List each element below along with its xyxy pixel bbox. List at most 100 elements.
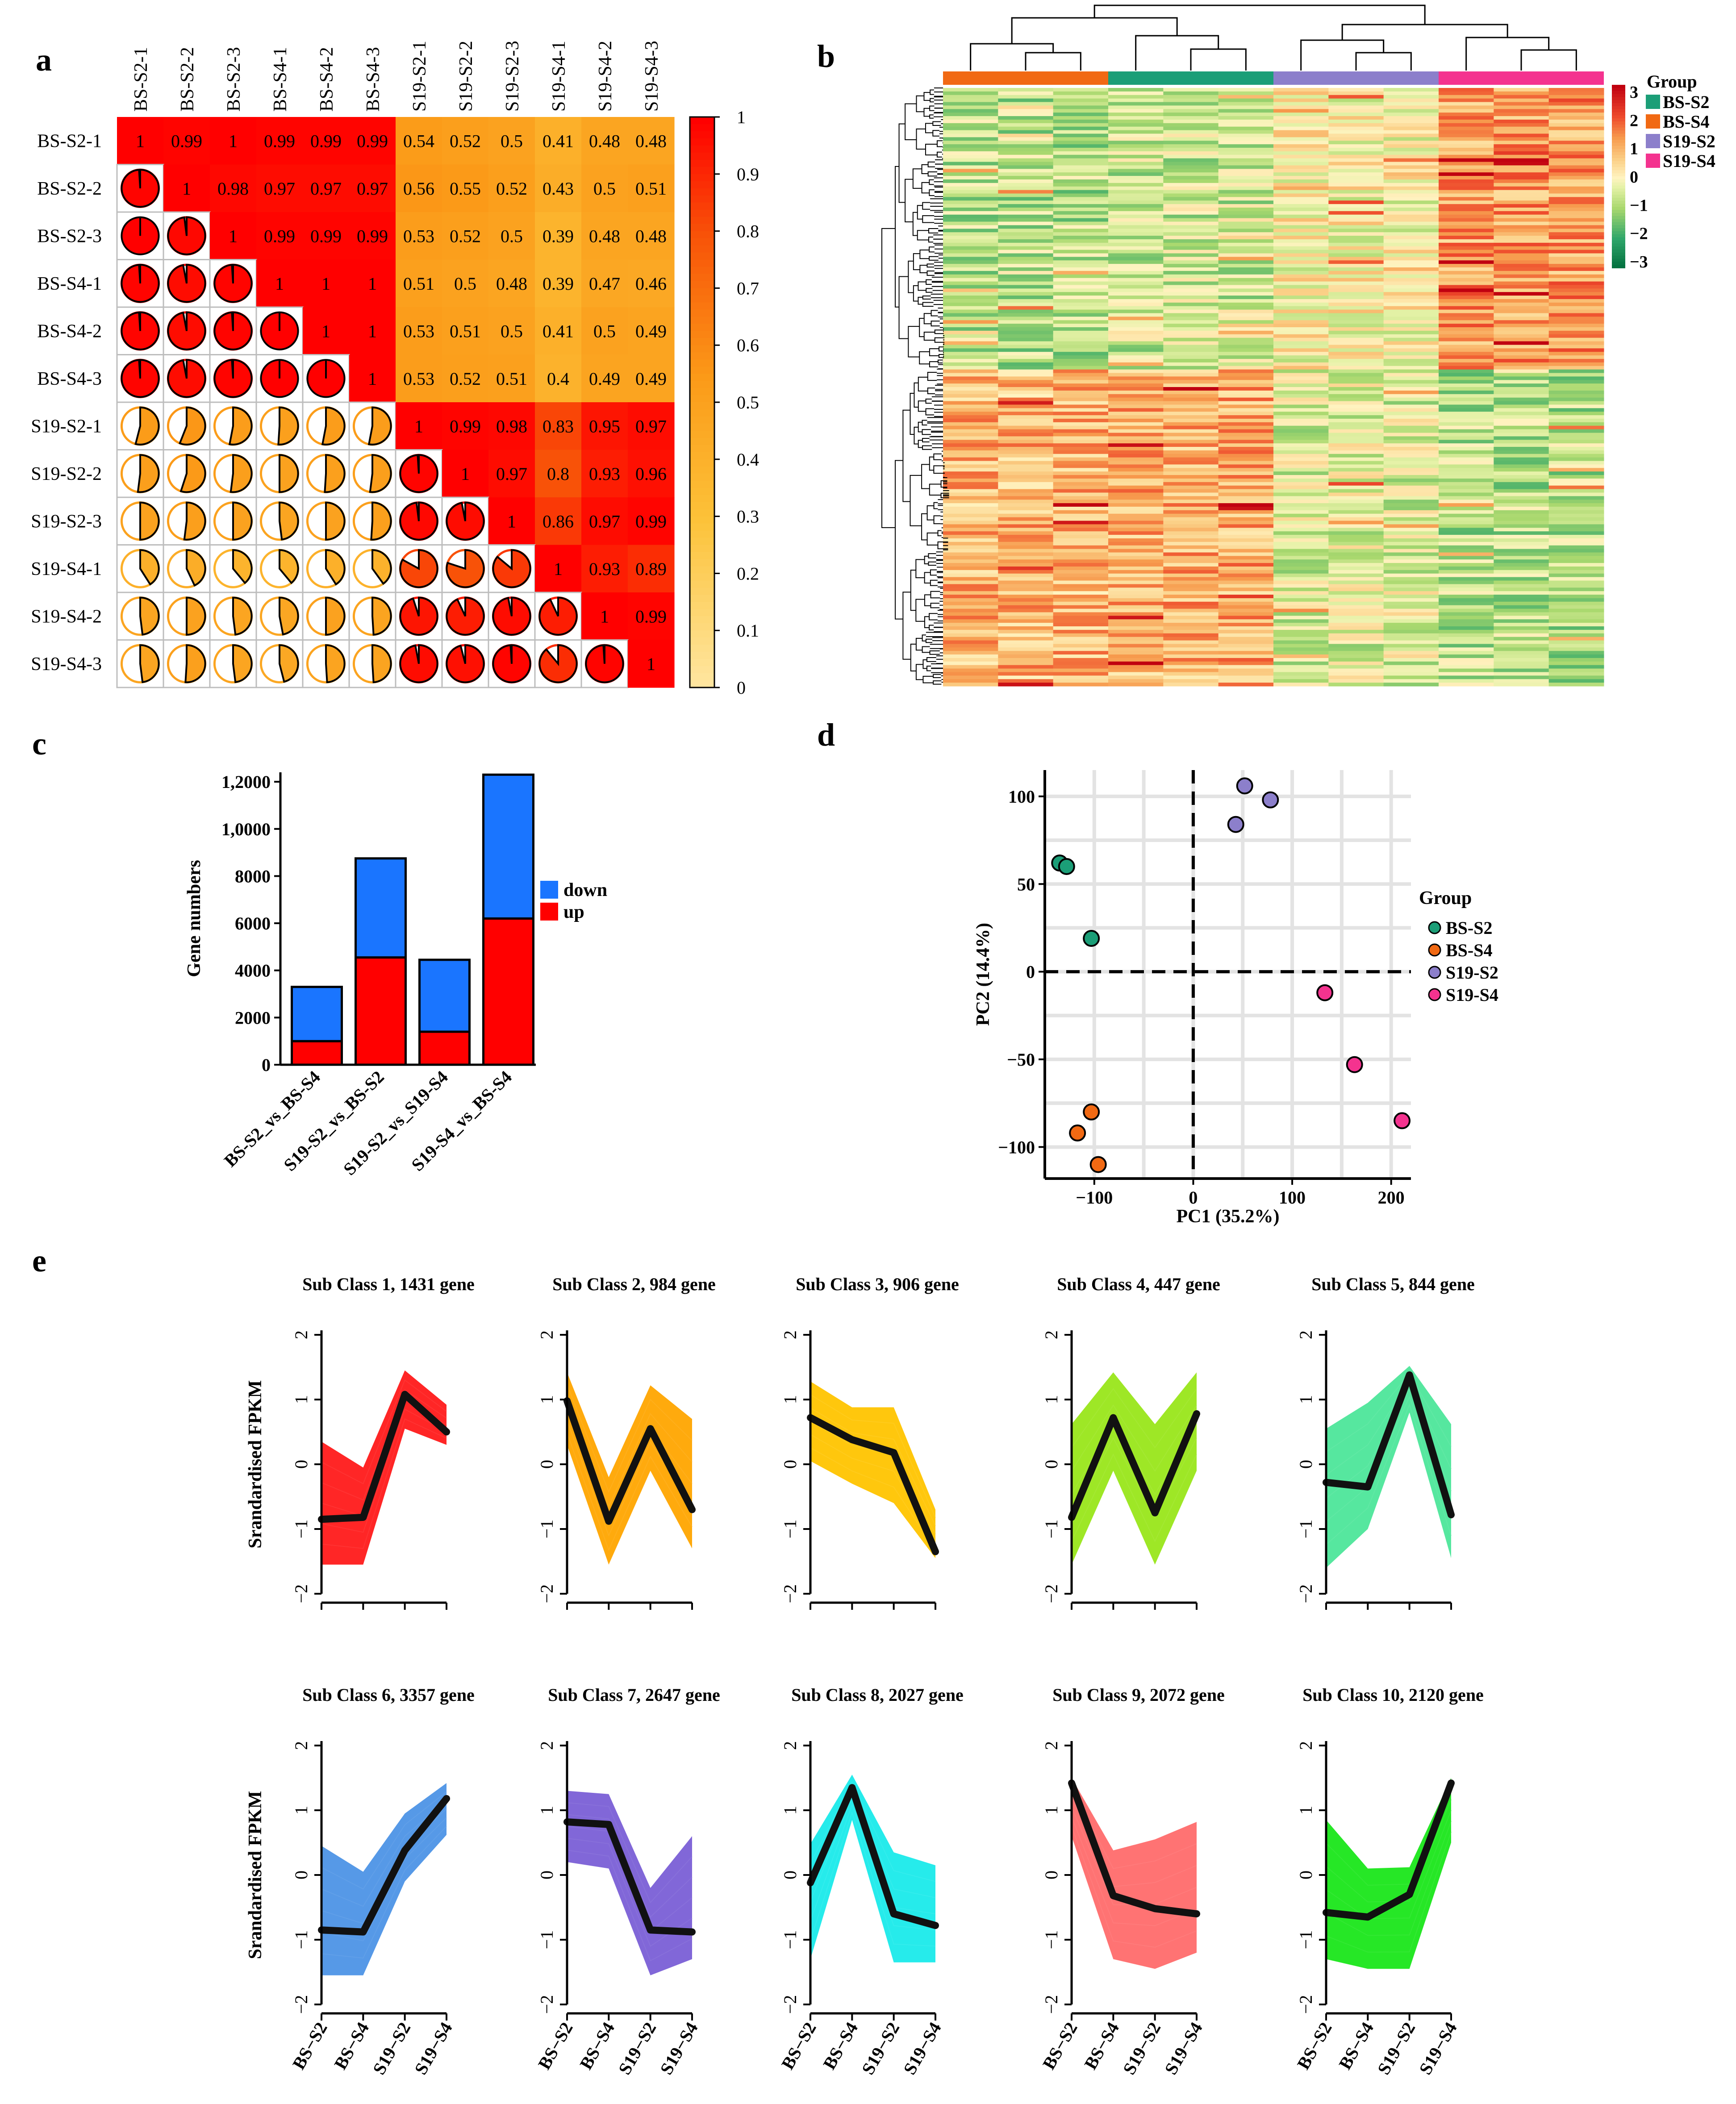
heatmap-cell	[1494, 658, 1549, 662]
heatmap-cell	[1548, 102, 1604, 106]
dendrogram-branch	[940, 492, 949, 498]
heatmap-cell	[1383, 587, 1439, 592]
heatmap-cell	[1494, 450, 1549, 454]
y-tick-label: −100	[998, 1137, 1035, 1157]
heatmap-cell	[943, 274, 998, 279]
heatmap-cell	[1163, 422, 1219, 426]
heatmap-cell	[1053, 531, 1109, 535]
heatmap-cell	[1383, 485, 1439, 490]
dendrogram-branch	[970, 43, 1054, 71]
corr-pie-slice	[325, 644, 346, 683]
heatmap-cell	[1439, 179, 1494, 183]
heatmap-cell	[998, 91, 1054, 96]
corr-value: 0.99	[310, 131, 342, 151]
heatmap-cell	[1439, 154, 1494, 159]
heatmap-cell	[943, 373, 998, 377]
heatmap-cell	[1108, 236, 1164, 240]
dendrogram-branch	[915, 559, 925, 579]
heatmap-cell	[1273, 102, 1329, 106]
heatmap-cell	[1163, 577, 1219, 581]
corr-value: 0.98	[496, 416, 527, 436]
colorbar-segment	[690, 587, 714, 596]
heatmap-cell	[1383, 608, 1439, 612]
legend-marker	[1428, 988, 1441, 1001]
heatmap-cell	[1163, 141, 1219, 145]
heatmap-cell	[1439, 345, 1494, 349]
heatmap-cell	[1053, 126, 1109, 131]
heatmap-cell	[1273, 412, 1329, 416]
y-tick-label: 0	[780, 1871, 800, 1879]
corr-cell	[396, 212, 442, 260]
heatmap-cell	[1053, 162, 1109, 166]
heatmap-cell	[1328, 580, 1384, 584]
heatmap-cell	[1108, 232, 1164, 236]
heatmap-cell	[1383, 154, 1439, 159]
heatmap-cell	[943, 457, 998, 462]
heatmap-cell	[1383, 521, 1439, 525]
heatmap-cell	[1053, 651, 1109, 655]
dendrogram-branch	[932, 121, 941, 126]
heatmap-cell	[998, 193, 1054, 197]
corr-cell	[488, 450, 535, 498]
heatmap-cell	[998, 141, 1054, 145]
heatmap-cell	[1053, 88, 1109, 92]
heatmap-cell	[943, 468, 998, 472]
heatmap-cell	[1383, 538, 1439, 542]
heatmap-cell	[1494, 313, 1549, 317]
heatmap-cell	[1383, 337, 1439, 342]
heatmap-cell	[998, 257, 1054, 261]
heatmap-cell	[1053, 580, 1109, 584]
y-tick-label: 0	[262, 1055, 271, 1075]
heatmap-cell	[998, 394, 1054, 398]
colorbar-segment	[690, 224, 714, 232]
heatmap-cell	[1218, 577, 1274, 581]
heatmap-cell	[1383, 123, 1439, 127]
corr-value: 0.99	[635, 511, 667, 531]
heatmap-cell	[998, 151, 1054, 155]
heatmap-cell	[1108, 415, 1164, 419]
heatmap-cell	[1053, 148, 1109, 152]
scale-segment	[1612, 87, 1625, 92]
heatmap-cell	[1108, 208, 1164, 212]
heatmap-cell	[1439, 496, 1494, 500]
corr-cell	[442, 164, 489, 212]
heatmap-cell	[1439, 98, 1494, 103]
heatmap-cell	[1439, 126, 1494, 131]
heatmap-cell	[1548, 387, 1604, 391]
heatmap-cell	[1383, 116, 1439, 120]
heatmap-cell	[1439, 109, 1494, 113]
heatmap-cell	[1163, 647, 1219, 651]
heatmap-cell	[1108, 183, 1164, 187]
heatmap-cell	[1383, 440, 1439, 444]
heatmap-cell	[1328, 577, 1384, 581]
heatmap-cell	[1328, 281, 1384, 285]
pca-point	[1262, 791, 1279, 808]
heatmap-cell	[1494, 197, 1549, 201]
heatmap-cell	[1328, 433, 1384, 437]
heatmap-cell	[1328, 608, 1384, 612]
heatmap-cell	[1273, 485, 1329, 490]
corr-cell	[256, 259, 303, 308]
heatmap-cell	[1273, 197, 1329, 201]
heatmap-cell	[1053, 267, 1109, 271]
heatmap-cell	[943, 454, 998, 458]
heatmap-cell	[1218, 640, 1274, 644]
dendrogram-branch	[922, 302, 934, 307]
column-label: BS-S4-1	[270, 47, 291, 112]
heatmap-cell	[1548, 151, 1604, 155]
heatmap-cell	[1383, 95, 1439, 99]
heatmap-cell	[1218, 517, 1274, 521]
heatmap-cell	[1053, 443, 1109, 447]
heatmap-cell	[1163, 485, 1219, 490]
dendrogram-branch	[925, 123, 933, 133]
heatmap-cell	[998, 229, 1054, 233]
heatmap-cell	[1548, 214, 1604, 219]
heatmap-cell	[1548, 324, 1604, 328]
heatmap-cell	[1053, 102, 1109, 106]
heatmap-cell	[1163, 552, 1219, 556]
heatmap-cell	[943, 119, 998, 124]
heatmap-cell	[1108, 485, 1164, 490]
heatmap-cell	[1494, 535, 1549, 539]
heatmap-cell	[1383, 492, 1439, 496]
heatmap-cell	[1383, 267, 1439, 271]
